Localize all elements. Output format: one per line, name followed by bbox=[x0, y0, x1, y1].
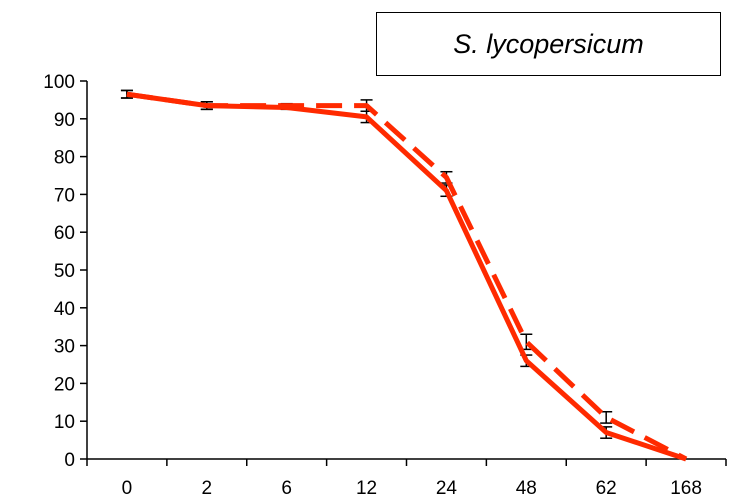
y-tick-label: 100 bbox=[43, 72, 75, 93]
chart-title: S. lycopersicum bbox=[453, 28, 644, 59]
x-tick-label: 62 bbox=[596, 478, 617, 499]
y-tick-label: 60 bbox=[54, 223, 75, 244]
series-line-solid bbox=[126, 91, 687, 462]
y-tick-labels: 0 10 20 30 40 50 60 70 80 90 100 bbox=[43, 72, 75, 471]
x-tick-label: 168 bbox=[670, 478, 702, 499]
chart-title-box: S. lycopersicum bbox=[376, 12, 721, 76]
y-tick-label: 90 bbox=[54, 110, 75, 131]
x-tick-label: 12 bbox=[356, 478, 377, 499]
y-tick-label: 50 bbox=[54, 261, 75, 282]
y-tick-label: 10 bbox=[54, 412, 75, 433]
x-tick-label: 0 bbox=[122, 478, 133, 499]
error-bars bbox=[120, 89, 613, 439]
x-tick-label: 2 bbox=[202, 478, 213, 499]
x-tick-label: 48 bbox=[516, 478, 537, 499]
series-lines bbox=[126, 91, 688, 462]
y-tick-label: 40 bbox=[54, 299, 75, 320]
axes bbox=[80, 80, 727, 466]
x-tick-label: 24 bbox=[436, 478, 458, 499]
series-line-dashed bbox=[126, 91, 688, 462]
x-tick-labels: 0 2 6 12 24 48 62 168 bbox=[122, 478, 702, 499]
y-tick-label: 20 bbox=[54, 374, 75, 395]
y-tick-label: 70 bbox=[54, 185, 75, 206]
y-tick-label: 80 bbox=[54, 148, 75, 169]
y-tick-label: 30 bbox=[54, 337, 75, 358]
x-tick-label: 6 bbox=[281, 478, 292, 499]
y-tick-label: 0 bbox=[64, 450, 75, 471]
